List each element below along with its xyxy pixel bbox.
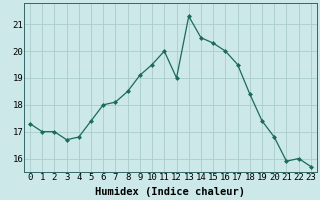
X-axis label: Humidex (Indice chaleur): Humidex (Indice chaleur): [95, 187, 245, 197]
